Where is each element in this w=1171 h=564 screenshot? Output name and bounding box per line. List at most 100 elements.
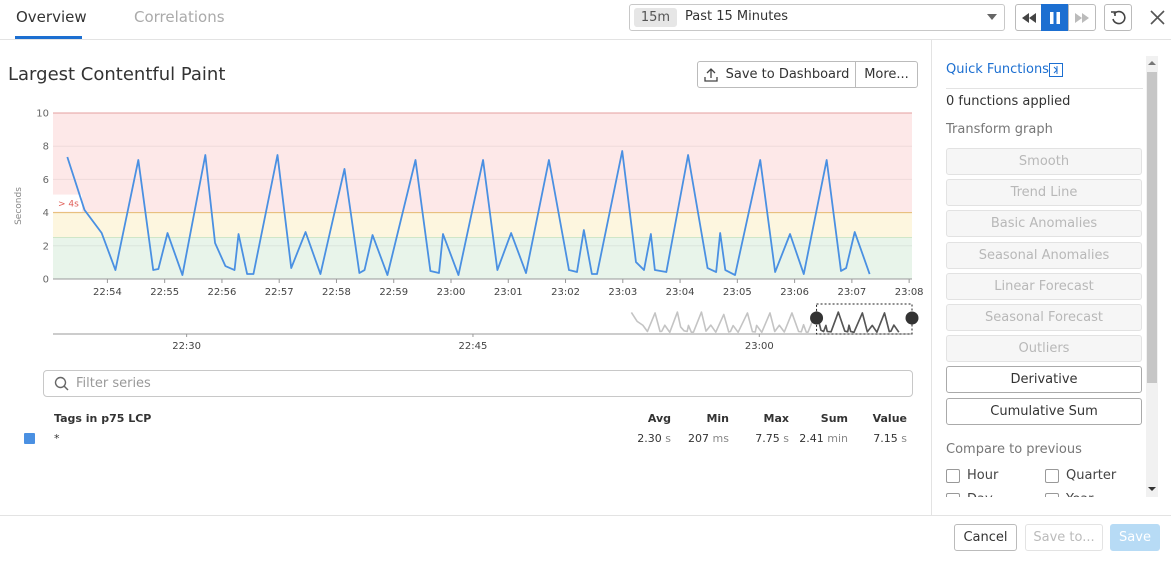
x-tick-label: 23:07	[837, 287, 866, 298]
function-button[interactable]: Trend Line	[946, 179, 1142, 207]
compare-checkbox[interactable]: Day	[946, 492, 993, 497]
stat-unit: s	[665, 432, 671, 445]
stat-cell: 7.75 s	[719, 432, 789, 445]
upload-icon	[703, 67, 718, 82]
x-tick-label: 22:30	[172, 341, 201, 352]
checkbox-box[interactable]	[946, 492, 960, 497]
column-header: Tags in p75 LCP	[54, 412, 152, 425]
x-tick-label: 22:57	[265, 287, 294, 298]
threshold-band	[53, 237, 912, 279]
scrollbar-thumb[interactable]	[1147, 72, 1157, 383]
applied-count: 0 functions applied	[946, 94, 1071, 109]
filter-placeholder: Filter series	[76, 376, 151, 391]
function-button[interactable]: Seasonal Anomalies	[946, 241, 1142, 269]
rewind-icon	[1021, 12, 1036, 23]
function-button[interactable]: Seasonal Forecast	[946, 304, 1142, 331]
x-tick-label: 22:54	[93, 287, 122, 298]
stat-value: 207	[688, 432, 710, 445]
stat-value: 7.75	[755, 432, 780, 445]
series-line	[816, 310, 900, 334]
stat-value: 7.15	[873, 432, 898, 445]
filter-input[interactable]	[43, 370, 913, 397]
selection-handle[interactable]	[905, 311, 919, 325]
x-tick-label: 22:59	[379, 287, 408, 298]
compare-checkbox[interactable]: Quarter	[1045, 468, 1116, 483]
tab[interactable]: Correlations	[134, 8, 225, 26]
function-button[interactable]: Smooth	[946, 148, 1142, 175]
stat-cell: 2.41 min	[778, 432, 848, 445]
column-header: Max	[763, 412, 789, 425]
y-tick-label: 2	[43, 241, 49, 252]
checkbox-box[interactable]	[946, 468, 960, 483]
compare-checkbox[interactable]: Year	[1045, 492, 1094, 497]
x-tick-label: 22:45	[459, 341, 488, 352]
section-label: Compare to previous	[946, 442, 1082, 457]
x-tick-label: 23:04	[666, 287, 695, 298]
stat-value: 2.30	[637, 432, 662, 445]
time-badge: 15m	[634, 8, 677, 27]
stat-value: 2.41	[799, 432, 824, 445]
quick-functions-title[interactable]: Quick Functions	[946, 62, 1049, 77]
reset-button[interactable]	[1104, 4, 1132, 31]
x-tick-label: 23:00	[437, 287, 466, 298]
time-selector[interactable]	[629, 4, 1005, 31]
rewind-button[interactable]	[1015, 4, 1042, 31]
forward-button[interactable]	[1068, 4, 1096, 31]
function-button[interactable]: Outliers	[946, 335, 1142, 363]
navigator-selection[interactable]	[816, 303, 913, 335]
series-tag: *	[54, 432, 60, 445]
function-button[interactable]: Cumulative Sum	[946, 397, 1142, 425]
stat-unit: s	[783, 432, 789, 445]
column-header: Avg	[647, 412, 671, 425]
tab-underline	[15, 36, 82, 39]
function-button[interactable]: Basic Anomalies	[946, 210, 1142, 238]
divider	[946, 88, 1143, 89]
y-axis-label: Seconds	[14, 187, 24, 225]
checkbox-box[interactable]	[1045, 468, 1059, 483]
stat-cell: 2.30 s	[601, 432, 671, 445]
x-tick-label: 22:58	[322, 287, 351, 298]
x-tick-label: 23:06	[780, 287, 809, 298]
scroll-up[interactable]	[1148, 60, 1156, 66]
stat-cell: 7.15 s	[837, 432, 907, 445]
x-tick-label: 23:08	[895, 287, 924, 298]
forward-icon	[1075, 12, 1089, 23]
dropdown-caret	[987, 14, 997, 20]
threshold-label: > 4s	[58, 200, 79, 210]
threshold-label-bg	[52, 194, 82, 212]
checkbox-label: Quarter	[1066, 468, 1117, 483]
stat-unit: min	[827, 432, 848, 445]
tab[interactable]: Overview	[16, 8, 87, 26]
compare-checkbox[interactable]: Hour	[946, 468, 998, 483]
x-tick-label: 23:03	[608, 287, 637, 298]
stat-unit: ms	[712, 432, 729, 445]
x-tick-label: 23:05	[723, 287, 752, 298]
y-tick-label: 4	[43, 208, 49, 219]
y-tick-label: 8	[43, 142, 49, 153]
cancel-button[interactable]: Cancel	[954, 524, 1017, 551]
selection-handle[interactable]	[810, 311, 824, 325]
pause-button[interactable]	[1041, 4, 1069, 31]
save-to-button[interactable]: Save to...	[1025, 524, 1103, 551]
search-icon	[54, 376, 69, 391]
more-button[interactable]: More...	[855, 61, 918, 88]
checkbox-label: Hour	[967, 468, 999, 483]
column-header: Sum	[820, 412, 848, 425]
column-header: Min	[706, 412, 729, 425]
save-button[interactable]: Save	[1110, 524, 1160, 551]
collapse-icon[interactable]	[1049, 63, 1064, 78]
x-tick-label: 23:00	[745, 341, 774, 352]
series-swatch	[24, 433, 35, 444]
checkbox-box[interactable]	[1045, 492, 1059, 497]
y-tick-label: 6	[43, 175, 49, 186]
scroll-down[interactable]	[1148, 486, 1156, 492]
function-button[interactable]: Linear Forecast	[946, 272, 1142, 300]
function-button[interactable]: Derivative	[946, 366, 1142, 394]
series-line	[66, 150, 871, 276]
save-dashboard-button[interactable]: Save to Dashboard	[697, 61, 856, 88]
panel-title: Largest Contentful Paint	[8, 64, 226, 85]
section-label: Transform graph	[946, 122, 1053, 137]
close-button[interactable]	[1150, 10, 1165, 25]
chart: Seconds 0 2 4 6 8 10 22:54 22:55 22:56 22:57 22:58…	[14, 109, 924, 353]
